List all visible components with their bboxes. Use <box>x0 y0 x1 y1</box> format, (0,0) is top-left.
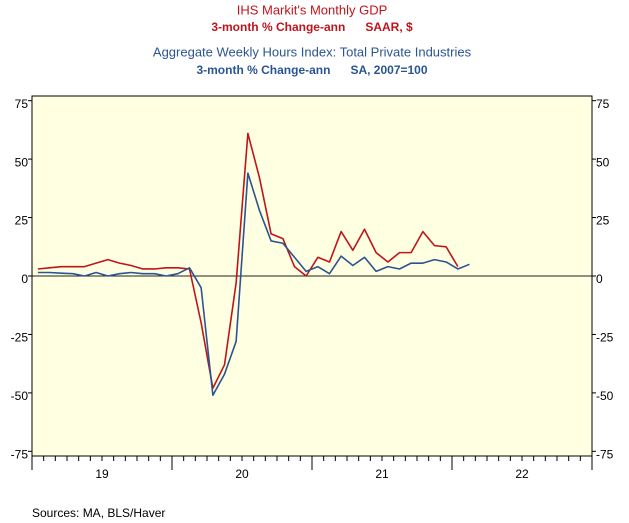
y-tick-label: 75 <box>15 97 29 111</box>
x-tick-label: 22 <box>515 467 529 481</box>
y-tick-label: -50 <box>596 389 614 403</box>
x-tick-label: 19 <box>95 467 109 481</box>
series-line <box>37 132 459 390</box>
y-tick-label: 25 <box>596 214 610 228</box>
y-tick-label: -75 <box>11 447 29 461</box>
y-tick-label: -50 <box>11 389 29 403</box>
series-title: Aggregate Weekly Hours Index: Total Priv… <box>153 44 472 59</box>
y-tick-label: 0 <box>21 272 28 286</box>
plot-border <box>31 95 593 457</box>
y-tick-label: 75 <box>596 97 610 111</box>
y-tick-label: 25 <box>15 214 29 228</box>
x-tick-label: 20 <box>235 467 249 481</box>
series-subtitle: 3-month % Change-ann SA, 2007=100 <box>196 63 427 77</box>
y-tick-label: -25 <box>596 331 614 345</box>
y-tick-label: 0 <box>596 272 603 286</box>
y-tick-label: -75 <box>596 447 614 461</box>
y-tick-label: -25 <box>11 331 29 345</box>
source-note: Sources: MA, BLS/Haver <box>32 506 165 520</box>
x-tick-label: 21 <box>375 467 389 481</box>
series-subtitle: 3-month % Change-ann SAAR, $ <box>211 20 413 34</box>
y-tick-label: 50 <box>596 155 610 169</box>
series-title: IHS Markit's Monthly GDP <box>237 2 388 17</box>
y-tick-label: 50 <box>15 155 29 169</box>
series-line <box>37 172 470 397</box>
